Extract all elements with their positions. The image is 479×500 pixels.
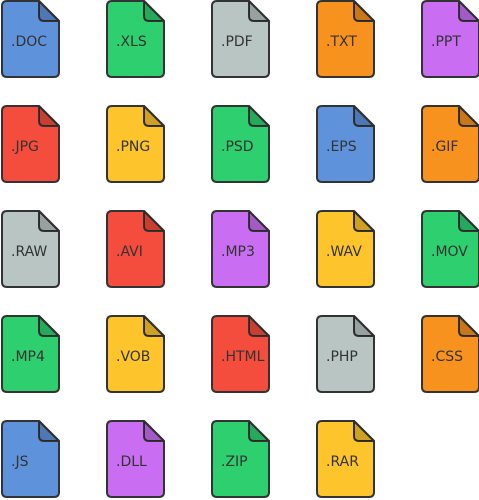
file-label: .PDF bbox=[221, 34, 253, 50]
file-label: .PSD bbox=[221, 139, 254, 155]
file-fold bbox=[38, 420, 60, 442]
file-fold bbox=[353, 105, 375, 127]
file-label: .ZIP bbox=[221, 454, 248, 470]
file-fold bbox=[38, 210, 60, 232]
file-label: .PNG bbox=[116, 139, 150, 155]
file-label: .MP4 bbox=[11, 349, 45, 365]
file-fold-shade bbox=[39, 211, 59, 231]
file-icon: .DLL bbox=[106, 420, 165, 498]
file-icon: .RAR bbox=[316, 420, 375, 498]
file-fold bbox=[248, 210, 270, 232]
file-label: .PPT bbox=[431, 34, 461, 50]
file-fold-shade bbox=[144, 211, 164, 231]
file-fold bbox=[353, 420, 375, 442]
file-fold bbox=[143, 105, 165, 127]
file-fold bbox=[458, 0, 479, 22]
file-fold-shade bbox=[144, 421, 164, 441]
file-fold bbox=[143, 420, 165, 442]
file-fold bbox=[353, 210, 375, 232]
file-icon: .RAW bbox=[1, 210, 60, 288]
file-fold-shade bbox=[354, 211, 374, 231]
file-icon: .AVI bbox=[106, 210, 165, 288]
file-fold bbox=[143, 315, 165, 337]
file-icon: .JPG bbox=[1, 105, 60, 183]
file-icon: .PDF bbox=[211, 0, 270, 78]
file-fold bbox=[353, 0, 375, 22]
file-fold bbox=[38, 105, 60, 127]
file-icon: .MOV bbox=[421, 210, 479, 288]
file-label: .MP3 bbox=[221, 244, 255, 260]
file-fold bbox=[143, 0, 165, 22]
file-fold bbox=[38, 0, 60, 22]
file-fold bbox=[458, 210, 479, 232]
file-fold bbox=[248, 0, 270, 22]
file-fold-shade bbox=[39, 1, 59, 21]
file-fold-shade bbox=[354, 421, 374, 441]
file-fold-shade bbox=[459, 211, 479, 231]
file-label: .RAW bbox=[11, 244, 47, 260]
file-icon: .XLS bbox=[106, 0, 165, 78]
file-fold bbox=[458, 315, 479, 337]
file-icon: .JS bbox=[1, 420, 60, 498]
file-icon: .MP4 bbox=[1, 315, 60, 393]
file-icon: .DOC bbox=[1, 0, 60, 78]
file-fold-shade bbox=[459, 106, 479, 126]
file-fold bbox=[38, 315, 60, 337]
file-fold-shade bbox=[249, 316, 269, 336]
file-fold-shade bbox=[459, 1, 479, 21]
file-fold-shade bbox=[144, 1, 164, 21]
file-icon: .PPT bbox=[421, 0, 479, 78]
file-fold-shade bbox=[459, 316, 479, 336]
file-label: .RAR bbox=[326, 454, 359, 470]
file-label: .WAV bbox=[326, 244, 362, 260]
file-fold-shade bbox=[354, 316, 374, 336]
file-fold-shade bbox=[144, 316, 164, 336]
file-icon: .HTML bbox=[211, 315, 270, 393]
file-fold-shade bbox=[39, 316, 59, 336]
file-fold bbox=[458, 105, 479, 127]
file-icon: .PSD bbox=[211, 105, 270, 183]
file-label: .TXT bbox=[326, 34, 357, 50]
file-fold-shade bbox=[249, 211, 269, 231]
file-fold bbox=[353, 315, 375, 337]
file-fold-shade bbox=[249, 421, 269, 441]
file-fold-shade bbox=[144, 106, 164, 126]
file-fold-shade bbox=[249, 106, 269, 126]
file-icon: .CSS bbox=[421, 315, 479, 393]
file-label: .GIF bbox=[431, 139, 458, 155]
file-icon: .EPS bbox=[316, 105, 375, 183]
file-icon: .PNG bbox=[106, 105, 165, 183]
file-fold-shade bbox=[39, 106, 59, 126]
file-fold-shade bbox=[249, 1, 269, 21]
file-label: .VOB bbox=[116, 349, 150, 365]
file-icon: .TXT bbox=[316, 0, 375, 78]
file-label: .DOC bbox=[11, 34, 47, 50]
file-label: .MOV bbox=[431, 244, 468, 260]
file-icon: .GIF bbox=[421, 105, 479, 183]
file-label: .XLS bbox=[116, 34, 147, 50]
file-label: .HTML bbox=[221, 349, 265, 365]
file-icon: .WAV bbox=[316, 210, 375, 288]
file-label: .CSS bbox=[431, 349, 463, 365]
file-fold bbox=[248, 315, 270, 337]
file-label: .JS bbox=[11, 454, 29, 470]
file-fold bbox=[248, 105, 270, 127]
file-label: .EPS bbox=[326, 139, 357, 155]
file-fold-shade bbox=[354, 1, 374, 21]
file-label: .AVI bbox=[116, 244, 143, 260]
file-fold-shade bbox=[354, 106, 374, 126]
file-icon: .ZIP bbox=[211, 420, 270, 498]
file-label: .DLL bbox=[116, 454, 147, 470]
file-fold-shade bbox=[39, 421, 59, 441]
file-icon: .PHP bbox=[316, 315, 375, 393]
file-fold bbox=[143, 210, 165, 232]
file-label: .JPG bbox=[11, 139, 39, 155]
file-icon: .MP3 bbox=[211, 210, 270, 288]
file-label: .PHP bbox=[326, 349, 358, 365]
file-icon: .VOB bbox=[106, 315, 165, 393]
file-fold bbox=[248, 420, 270, 442]
